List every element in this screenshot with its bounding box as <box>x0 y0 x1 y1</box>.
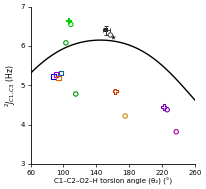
Point <box>67 19 70 22</box>
Point <box>54 73 58 76</box>
Point <box>124 115 127 118</box>
Point <box>52 75 55 78</box>
Point <box>174 130 178 133</box>
Point <box>109 33 112 36</box>
X-axis label: C1–C2–O2–H torsion angle (θ₂) (°): C1–C2–O2–H torsion angle (θ₂) (°) <box>54 178 172 185</box>
Point <box>114 90 117 93</box>
Point <box>162 105 165 108</box>
Point <box>64 41 68 44</box>
Y-axis label: $^2J_{C1,C3}$ (Hz): $^2J_{C1,C3}$ (Hz) <box>4 64 18 107</box>
Point <box>111 36 115 39</box>
Point <box>74 92 77 95</box>
Point <box>165 108 169 111</box>
Point <box>69 23 73 26</box>
Point <box>105 29 108 32</box>
Point <box>59 71 63 74</box>
Point <box>57 77 60 80</box>
